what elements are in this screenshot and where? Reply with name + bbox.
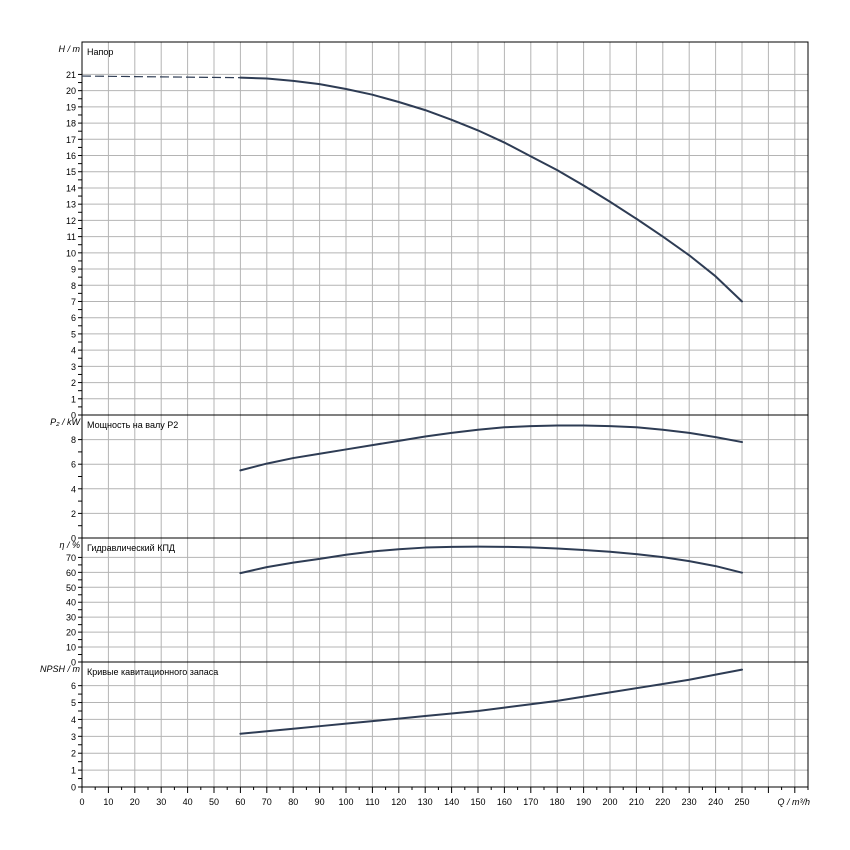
y-tick-label: 3	[71, 362, 76, 372]
x-axis: 0 10 20 30 40 50 60 70 80 90 100 110 120 130 140 150 160…	[79, 787, 810, 807]
y-tick-label: 30	[66, 613, 76, 623]
y-tick-label: 4	[71, 484, 76, 494]
x-tick-label: 190	[576, 797, 591, 807]
y-tick-label: 0	[71, 783, 76, 793]
chart-panel-3: 0 10 20 30 40 50 60 70 η / % Гидравлический КПД	[59, 537, 809, 668]
x-tick-label: 170	[523, 797, 538, 807]
y-tick-label: 2	[71, 509, 76, 519]
y-tick-label: 4	[71, 715, 76, 725]
y-tick-label: 0	[71, 534, 76, 544]
x-tick-label: 220	[655, 797, 670, 807]
x-tick-label: 50	[209, 797, 219, 807]
y-tick-label: 1	[71, 394, 76, 404]
x-axis-label: Q / m³/h	[777, 797, 810, 807]
y-axis-label: P₂ / kW	[50, 417, 81, 427]
y-axis-label: η / %	[59, 540, 80, 550]
chart-panel-4: 0 1 2 3 4 5 6 NPSH / m Кривые кавитационного зап…	[40, 661, 809, 793]
x-tick-label: 40	[183, 797, 193, 807]
y-tick-label: 7	[71, 297, 76, 307]
x-tick-label: 20	[130, 797, 140, 807]
y-tick-label: 14	[66, 183, 76, 193]
y-tick-label: 0	[71, 411, 76, 421]
y-tick-label: 15	[66, 167, 76, 177]
x-tick-label: 120	[391, 797, 406, 807]
head-curve-extrapolation	[81, 75, 241, 79]
y-tick-label: 17	[66, 135, 76, 145]
y-tick-label: 5	[71, 329, 76, 339]
x-tick-label: 200	[602, 797, 617, 807]
y-axis-label: NPSH / m	[40, 664, 81, 674]
y-tick-label: 8	[71, 281, 76, 291]
y-tick-label: 6	[71, 460, 76, 470]
y-tick-label: 5	[71, 698, 76, 708]
y-tick-label: 70	[66, 553, 76, 563]
y-tick-label: 10	[66, 248, 76, 258]
x-tick-label: 140	[444, 797, 459, 807]
y-tick-label: 4	[71, 346, 76, 356]
x-tick-label: 90	[315, 797, 325, 807]
y-tick-label: 3	[71, 732, 76, 742]
panel-title: Мощность на валу P2	[87, 420, 178, 430]
y-tick-label: 40	[66, 598, 76, 608]
x-tick-label: 10	[103, 797, 113, 807]
chart-panel-2: 0 2 4 6 8 P₂ / kW Мощность на валу P2	[50, 414, 809, 544]
y-tick-label: 10	[66, 643, 76, 653]
y-tick-label: 1	[71, 766, 76, 776]
y-tick-label: 12	[66, 216, 76, 226]
x-tick-label: 150	[470, 797, 485, 807]
y-tick-label: 0	[71, 658, 76, 668]
y-tick-label: 18	[66, 119, 76, 129]
performance-curve	[239, 668, 743, 735]
panel-title: Напор	[87, 47, 113, 57]
x-tick-label: 80	[288, 797, 298, 807]
y-tick-label: 9	[71, 265, 76, 275]
panel-title: Кривые кавитационного запаса	[87, 667, 218, 677]
performance-curve	[239, 76, 743, 303]
x-tick-label: 250	[734, 797, 749, 807]
x-tick-label: 230	[682, 797, 697, 807]
y-tick-label: 8	[71, 435, 76, 445]
x-tick-label: 100	[338, 797, 353, 807]
y-tick-label: 19	[66, 102, 76, 112]
x-tick-label: 180	[550, 797, 565, 807]
panel-frame	[81, 537, 809, 663]
y-tick-label: 16	[66, 151, 76, 161]
y-tick-label: 2	[71, 378, 76, 388]
y-tick-label: 20	[66, 628, 76, 638]
y-tick-label: 6	[71, 313, 76, 323]
x-tick-label: 60	[235, 797, 245, 807]
y-tick-label: 20	[66, 86, 76, 96]
y-tick-label: 50	[66, 583, 76, 593]
y-tick-label: 60	[66, 568, 76, 578]
y-tick-label: 13	[66, 200, 76, 210]
x-tick-label: 70	[262, 797, 272, 807]
x-tick-label: 0	[79, 797, 84, 807]
x-tick-label: 110	[365, 797, 379, 807]
y-tick-label: 21	[66, 70, 76, 80]
y-tick-label: 11	[67, 232, 76, 242]
performance-curve	[239, 545, 743, 575]
x-tick-label: 160	[497, 797, 512, 807]
y-tick-label: 2	[71, 749, 76, 759]
x-tick-label: 240	[708, 797, 723, 807]
x-tick-label: 130	[418, 797, 433, 807]
panel-frame	[81, 661, 809, 788]
performance-curve	[239, 424, 743, 472]
x-tick-label: 30	[156, 797, 166, 807]
panel-frame	[81, 41, 809, 416]
y-tick-label: 6	[71, 681, 76, 691]
x-tick-label: 210	[629, 797, 644, 807]
panel-title: Гидравлический КПД	[87, 543, 175, 553]
y-axis-label: H / m	[59, 44, 81, 54]
